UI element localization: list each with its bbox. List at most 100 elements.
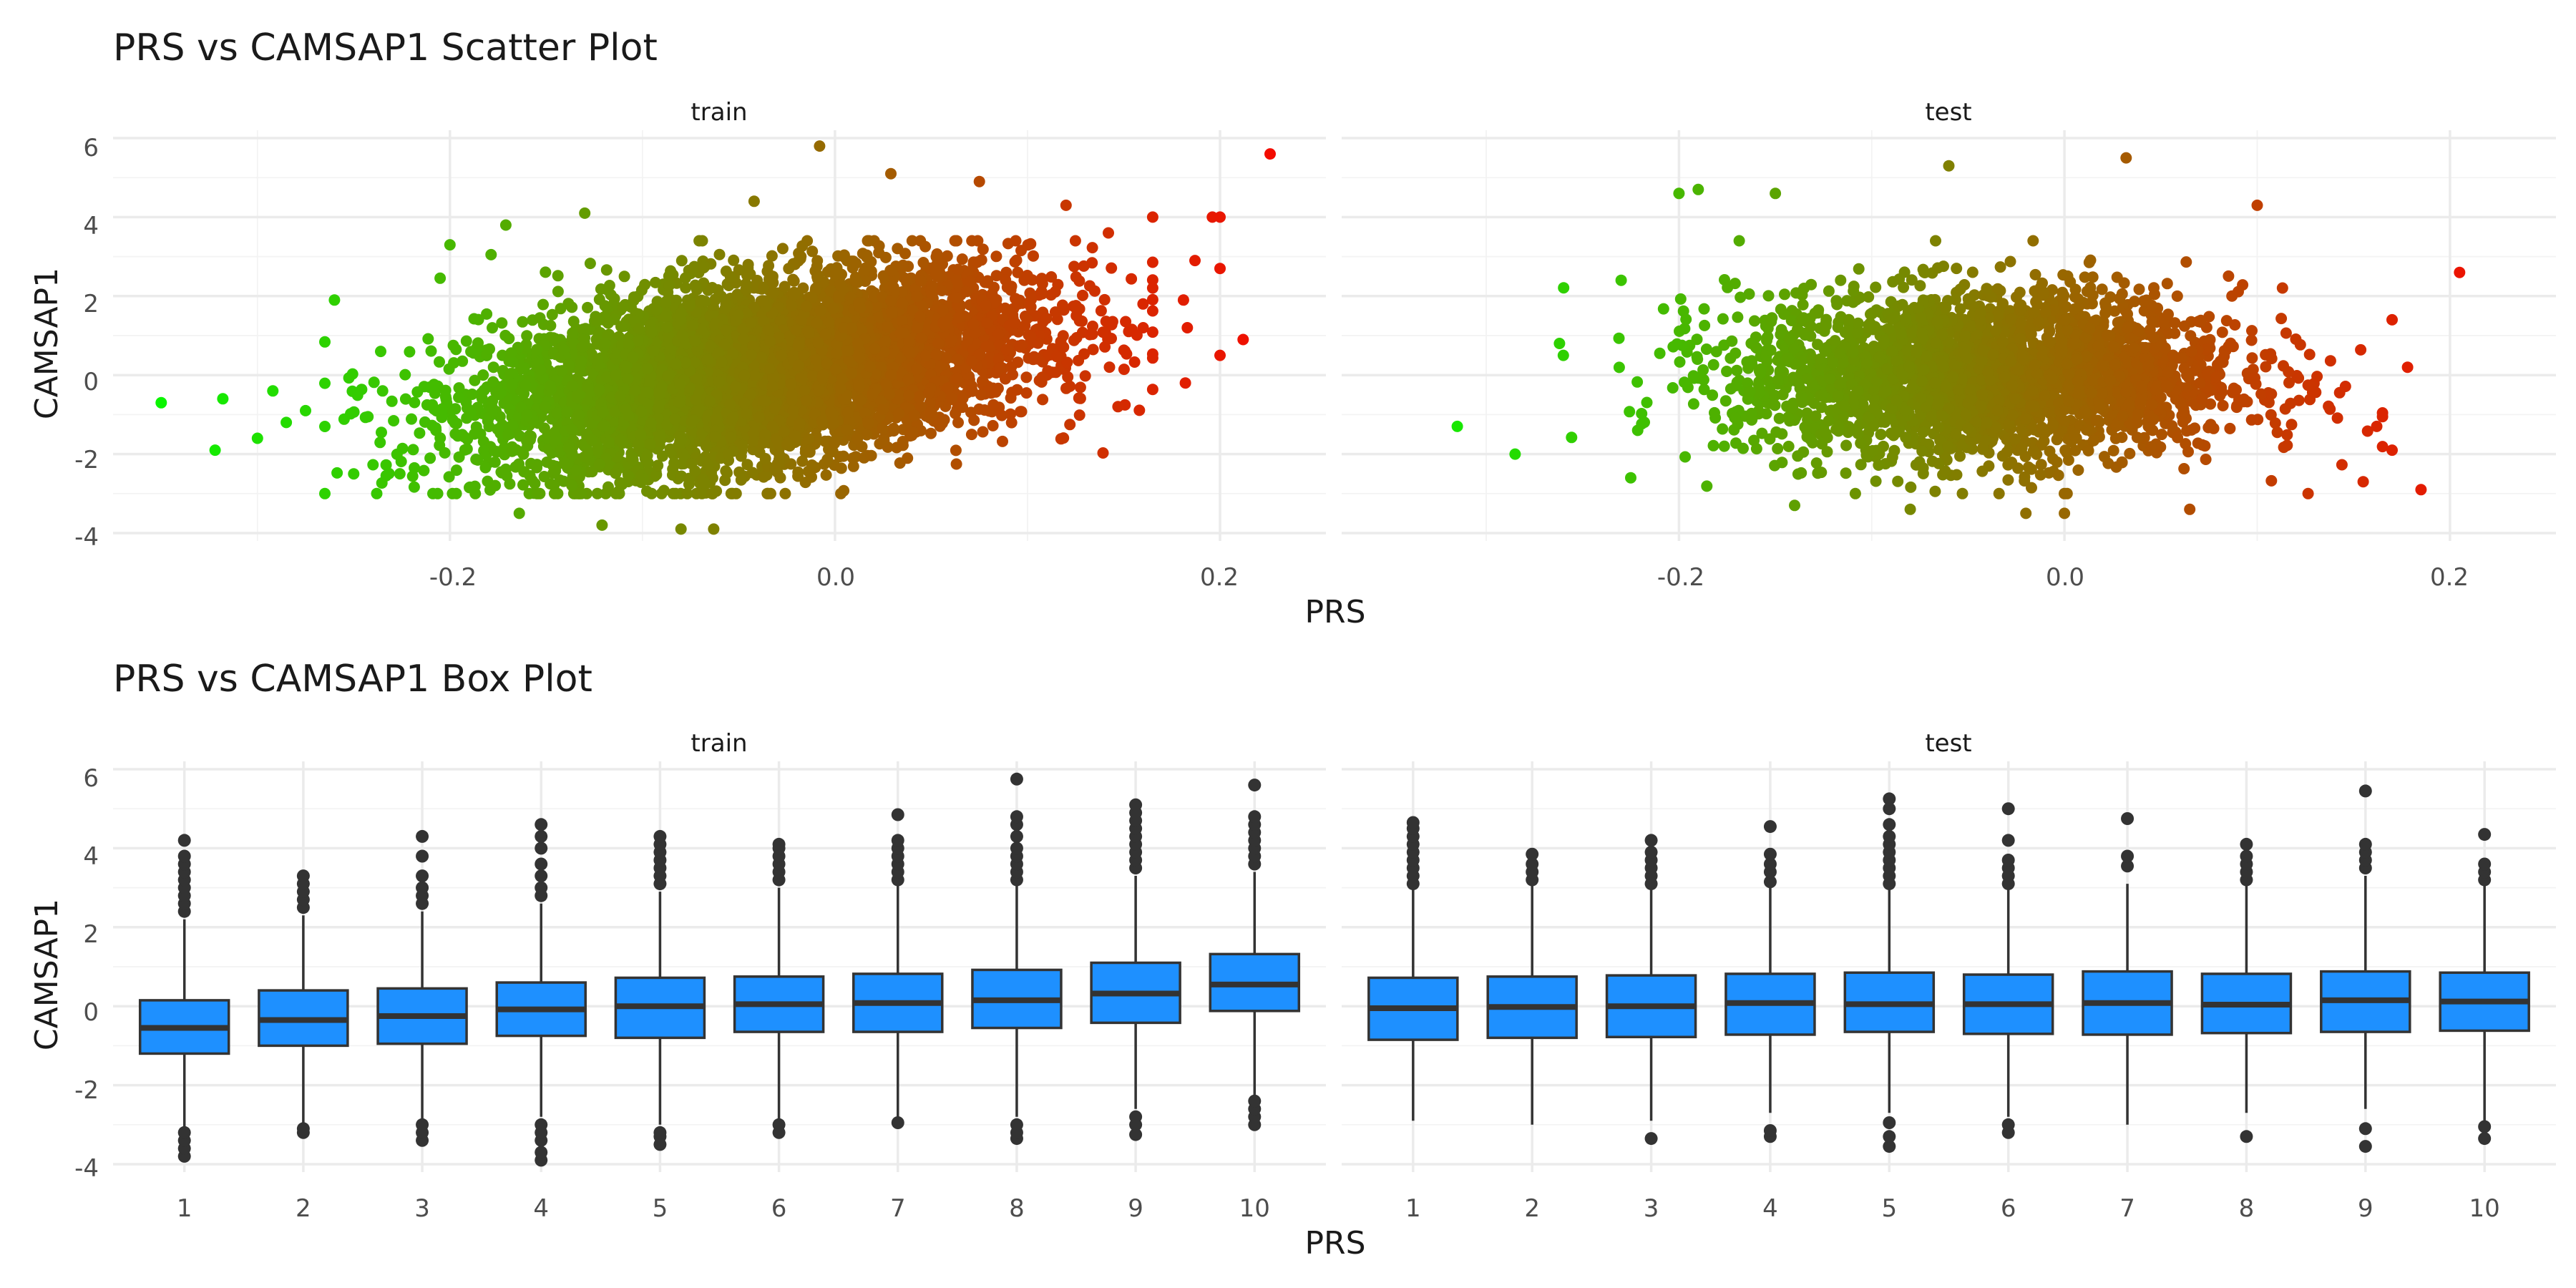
scatter-point xyxy=(1146,305,1158,317)
scatter-point xyxy=(623,469,635,482)
scatter-point xyxy=(567,316,580,328)
scatter-point xyxy=(376,426,387,439)
scatter-point xyxy=(987,419,999,431)
scatter-point xyxy=(952,416,964,429)
scatter-point xyxy=(481,308,493,320)
scatter-point xyxy=(906,235,918,247)
scatter-point xyxy=(758,471,770,483)
scatter-point xyxy=(713,248,726,260)
scatter-point xyxy=(425,345,437,357)
scatter-point xyxy=(1020,387,1033,399)
scatter-point xyxy=(555,303,567,315)
scatter-point xyxy=(982,275,994,287)
scatter-point xyxy=(504,478,516,490)
scatter-point xyxy=(451,464,462,477)
scatter-point xyxy=(552,286,564,298)
scatter-point xyxy=(706,282,718,293)
scatter-point xyxy=(618,270,630,283)
scatter-point xyxy=(424,452,436,464)
scatter-point xyxy=(1069,235,1081,247)
scatter-point xyxy=(915,275,927,287)
scatter-point xyxy=(774,472,786,484)
scatter-point xyxy=(1058,432,1070,444)
scatter-point xyxy=(879,251,892,263)
scatter-point xyxy=(319,421,331,432)
scatter-point xyxy=(1078,260,1090,272)
scatter-point xyxy=(529,477,541,489)
scatter-point xyxy=(617,301,629,313)
scatter-point xyxy=(449,428,462,440)
scatter-point xyxy=(696,487,708,499)
scatter-strip-train: train xyxy=(691,98,747,127)
scatter-point xyxy=(319,377,331,389)
scatter-point xyxy=(406,413,417,425)
scatter-point xyxy=(850,258,862,269)
scatter-point xyxy=(835,487,847,499)
scatter-point xyxy=(779,487,791,499)
scatter-point xyxy=(1146,282,1158,294)
scatter-point xyxy=(457,355,469,367)
scatter-point xyxy=(453,451,465,463)
scatter-train-gridlines xyxy=(113,130,1326,541)
scatter-point xyxy=(489,479,502,492)
scatter-point xyxy=(1146,274,1158,286)
scatter-point xyxy=(600,264,613,276)
scatter-point xyxy=(477,369,489,381)
scatter-point xyxy=(990,250,1002,263)
scatter-point xyxy=(1103,361,1116,374)
scatter-point xyxy=(977,426,989,438)
scatter-point xyxy=(680,282,692,294)
scatter-point xyxy=(380,469,392,482)
scatter-point xyxy=(447,414,459,426)
scatter-point xyxy=(552,270,564,282)
scatter-point xyxy=(422,333,434,345)
scatter-point xyxy=(531,462,543,474)
scatter-train-points xyxy=(155,140,1276,535)
scatter-point xyxy=(371,487,383,499)
scatter-point xyxy=(484,343,495,355)
scatter-point xyxy=(1060,382,1072,394)
scatter-point xyxy=(1049,286,1061,298)
scatter-point xyxy=(650,276,661,288)
scatter-point xyxy=(1128,356,1141,368)
scatter-point xyxy=(806,471,817,483)
scatter-point xyxy=(956,253,968,265)
scatter-point xyxy=(1146,384,1158,396)
scatter-point xyxy=(1120,316,1132,328)
scatter-point xyxy=(1020,371,1033,384)
scatter-point xyxy=(319,487,331,499)
scatter-point xyxy=(961,286,972,298)
scatter-point xyxy=(502,429,514,441)
scatter-point xyxy=(1146,348,1158,360)
scatter-point xyxy=(863,235,875,247)
scatter-point xyxy=(610,467,622,479)
scatter-point xyxy=(792,466,804,478)
scatter-point xyxy=(394,468,406,480)
scatter-point xyxy=(487,322,498,334)
scatter-point xyxy=(728,254,740,266)
scatter-point xyxy=(856,441,868,453)
scatter-point xyxy=(351,389,364,401)
scatter-point xyxy=(894,457,906,469)
scatter-point xyxy=(899,248,911,260)
scatter-point xyxy=(901,273,913,286)
scatter-point xyxy=(1098,293,1111,306)
scatter-point xyxy=(1133,404,1146,416)
scatter-point xyxy=(977,243,989,255)
scatter-point xyxy=(582,301,594,313)
scatter-point xyxy=(1061,356,1073,369)
scatter-point xyxy=(319,336,331,348)
scatter-point xyxy=(696,235,708,247)
scatter-point xyxy=(426,419,438,431)
scatter-point xyxy=(992,382,1004,394)
scatter-strip-test: test xyxy=(1925,98,1971,127)
scatter-point xyxy=(517,316,529,328)
scatter-point xyxy=(806,459,818,471)
scatter-point xyxy=(971,256,983,268)
scatter-point xyxy=(1083,280,1096,292)
scatter-point xyxy=(537,298,549,311)
scatter-point xyxy=(965,429,977,441)
scatter-point xyxy=(1073,409,1085,421)
scatter-point xyxy=(1070,332,1083,343)
